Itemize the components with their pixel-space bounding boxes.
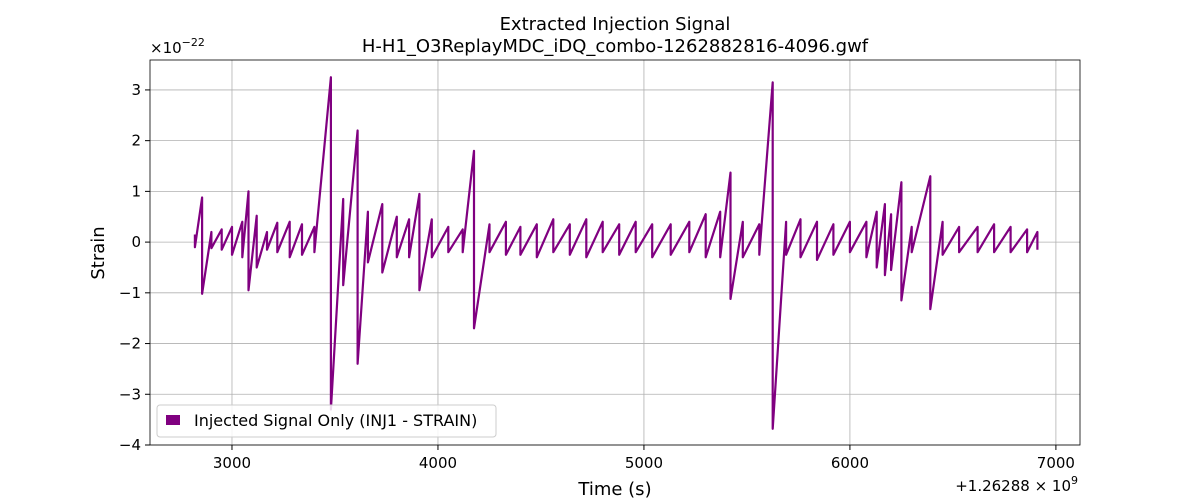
x-tick-label: 6000 [831,454,869,472]
legend-swatch [166,415,180,425]
y-tick-label: −1 [119,284,141,302]
plot-frame [149,59,1081,446]
offset-base: +1.26288 × 10 [955,477,1071,495]
x-axis-label: Time (s) [577,479,651,500]
y-axis-label: Strain [88,226,109,279]
y-tick-label: 0 [131,233,141,251]
x-tick-label: 3000 [213,454,251,472]
y-tick-label: −4 [119,436,141,454]
legend-box [156,404,497,438]
chart-title: Extracted Injection Signal [500,14,731,35]
offset-exponent: 9 [1071,474,1078,487]
legend-label: Injected Signal Only (INJ1 - STRAIN) [194,411,477,430]
y-tick-label: 3 [131,81,141,99]
x-tick-label: 4000 [419,454,457,472]
y-tick-label: 2 [131,132,141,150]
legend: Injected Signal Only (INJ1 - STRAIN) [156,404,497,438]
y-multiplier: ×10−22 [150,36,205,57]
x-tick-label: 5000 [625,454,663,472]
y-tick-label: 1 [131,182,141,200]
multiplier-exponent: −22 [182,36,205,49]
multiplier-base: ×10 [150,39,182,57]
y-tick-label: −3 [119,385,141,403]
x-tick-label: 7000 [1037,454,1075,472]
signal-line [193,76,1039,430]
x-offset: +1.26288 × 109 [955,474,1078,495]
y-tick-label: −2 [119,335,141,353]
chart-subtitle: H-H1_O3ReplayMDC_iDQ_combo-1262882816-40… [362,36,869,57]
